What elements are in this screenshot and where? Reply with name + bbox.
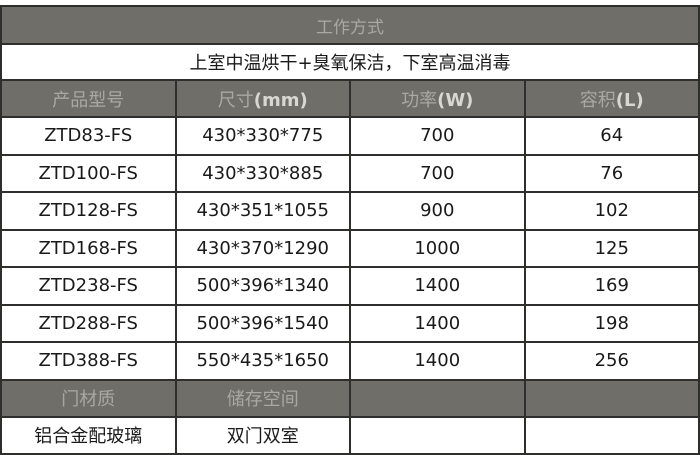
- cell-size: 430*351*1055: [174, 191, 351, 231]
- footer-value-row: 铝合金配玻璃 双门双室: [0, 415, 700, 455]
- cell-power: 900: [349, 191, 526, 231]
- cell-size: 500*396*1340: [174, 266, 351, 306]
- cell-model: ZTD83-FS: [0, 116, 177, 156]
- spec-table: 工作方式 上室中温烘干+臭氧保洁，下室高温消毒 产品型号 尺寸(mm) 功率(W…: [0, 5, 700, 455]
- footer-value-cell: [349, 415, 526, 455]
- footer-header-cell: 储存空间: [174, 378, 351, 418]
- cell-size: 430*330*885: [174, 153, 351, 193]
- footer-header-cell: 门材质: [0, 378, 177, 418]
- footer-header-row: 门材质 储存空间: [0, 378, 700, 418]
- cell-power: 700: [349, 153, 526, 193]
- table-row: ZTD288-FS 500*396*1540 1400 198: [0, 303, 700, 343]
- table-row: ZTD388-FS 550*435*1650 1400 256: [0, 341, 700, 381]
- cell-model: ZTD100-FS: [0, 153, 177, 193]
- cell-volume: 64: [523, 116, 700, 156]
- table-row: ZTD238-FS 500*396*1340 1400 169: [0, 266, 700, 306]
- cell-power: 1400: [349, 266, 526, 306]
- cell-model: ZTD238-FS: [0, 266, 177, 306]
- footer-header-cell: [349, 378, 526, 418]
- cell-power: 700: [349, 116, 526, 156]
- header-volume: 容积(L): [523, 79, 700, 118]
- header-label: 产品型号: [52, 89, 125, 111]
- cell-volume: 125: [523, 228, 700, 268]
- cell-model: ZTD288-FS: [0, 303, 177, 343]
- header-label: 容积: [579, 89, 616, 111]
- cell-size: 430*330*775: [174, 116, 351, 156]
- header-row: 产品型号 尺寸(mm) 功率(W) 容积(L): [0, 79, 700, 118]
- header-unit: (mm): [253, 89, 308, 111]
- working-mode-title: 工作方式: [0, 5, 700, 45]
- cell-size: 550*435*1650: [174, 341, 351, 381]
- header-label: 功率: [401, 89, 438, 111]
- table-row: ZTD168-FS 430*370*1290 1000 125: [0, 228, 700, 268]
- cell-model: ZTD128-FS: [0, 191, 177, 231]
- footer-value-cell: 双门双室: [174, 415, 351, 455]
- header-model: 产品型号: [0, 79, 177, 118]
- cell-volume: 76: [523, 153, 700, 193]
- table-row: ZTD100-FS 430*330*885 700 76: [0, 153, 700, 193]
- cell-volume: 198: [523, 303, 700, 343]
- header-size: 尺寸(mm): [174, 79, 351, 118]
- header-power: 功率(W): [349, 79, 526, 118]
- cell-power: 1400: [349, 341, 526, 381]
- cell-volume: 169: [523, 266, 700, 306]
- working-mode-value: 上室中温烘干+臭氧保洁，下室高温消毒: [0, 43, 700, 81]
- cell-volume: 102: [523, 191, 700, 231]
- cell-volume: 256: [523, 341, 700, 381]
- footer-value-cell: 铝合金配玻璃: [0, 415, 177, 455]
- mode-row: 上室中温烘干+臭氧保洁，下室高温消毒: [0, 43, 700, 81]
- table-row: ZTD83-FS 430*330*775 700 64: [0, 116, 700, 156]
- cell-model: ZTD388-FS: [0, 341, 177, 381]
- header-label: 尺寸: [217, 89, 254, 111]
- header-unit: (W): [437, 89, 474, 111]
- cell-size: 430*370*1290: [174, 228, 351, 268]
- cell-model: ZTD168-FS: [0, 228, 177, 268]
- title-row: 工作方式: [0, 5, 700, 45]
- footer-header-cell: [523, 378, 700, 418]
- cell-size: 500*396*1540: [174, 303, 351, 343]
- table-row: ZTD128-FS 430*351*1055 900 102: [0, 191, 700, 231]
- cell-power: 1400: [349, 303, 526, 343]
- cell-power: 1000: [349, 228, 526, 268]
- header-unit: (L): [615, 89, 644, 111]
- footer-value-cell: [523, 415, 700, 455]
